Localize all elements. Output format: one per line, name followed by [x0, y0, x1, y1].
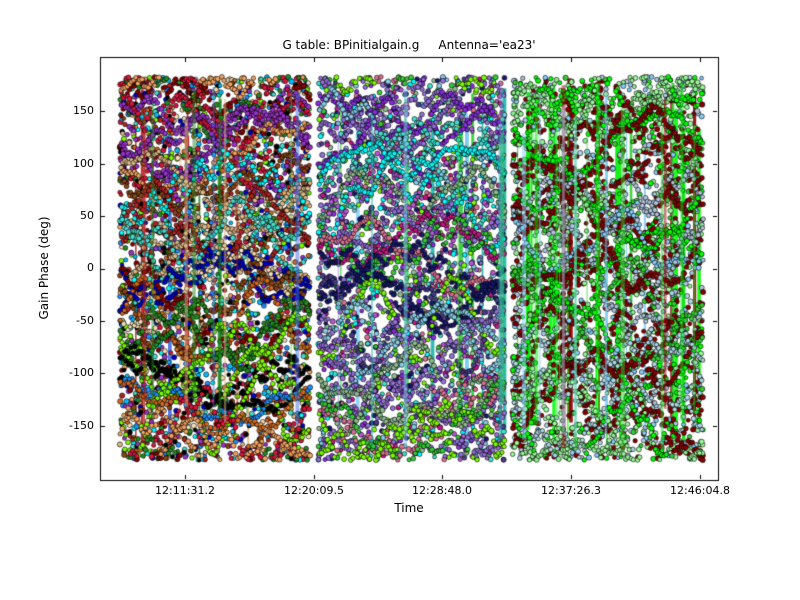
x-tick-label: 12:20:09.5 — [284, 484, 344, 497]
x-tick-label: 12:46:04.8 — [670, 484, 730, 497]
y-tick-label: 150 — [73, 104, 94, 117]
y-tick-label: -50 — [76, 314, 94, 327]
x-tick-label: 12:37:26.3 — [541, 484, 601, 497]
chart-title: G table: BPinitialgain.g Antenna='ea23' — [282, 38, 536, 52]
y-tick-label: -150 — [69, 419, 94, 432]
y-tick-label: 100 — [73, 157, 94, 170]
x-tick-label: 12:11:31.2 — [155, 484, 215, 497]
y-tick-label: -100 — [69, 366, 94, 379]
y-tick-label: 50 — [80, 209, 94, 222]
y-axis-label: Gain Phase (deg) — [37, 216, 51, 320]
x-axis-label: Time — [394, 501, 424, 515]
y-tick-label: 0 — [87, 261, 94, 274]
x-tick-label: 12:28:48.0 — [412, 484, 472, 497]
